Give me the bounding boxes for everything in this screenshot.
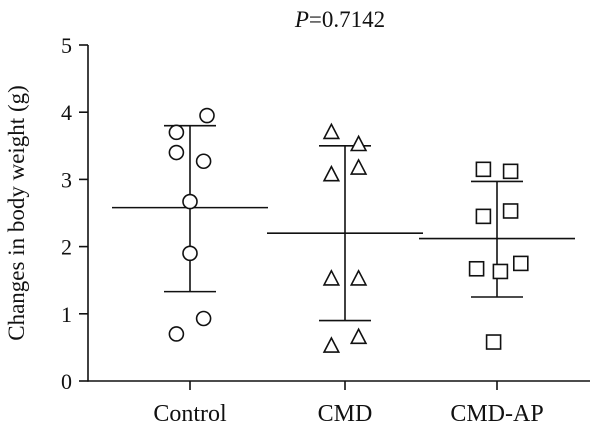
- data-point-circle: [182, 193, 198, 210]
- data-point-circle: [182, 245, 198, 262]
- chart-title: P=0.7142: [294, 7, 385, 32]
- y-axis-title: Changes in body weight (g): [4, 85, 29, 341]
- x-category-label: CMD: [318, 401, 373, 427]
- data-point-square: [512, 255, 529, 272]
- data-point-circle: [168, 144, 185, 161]
- data-point-circle: [199, 107, 215, 124]
- data-point-triangle: [322, 122, 341, 140]
- y-tick-label: 4: [61, 100, 72, 125]
- data-point-square: [475, 161, 492, 178]
- group-cmd: [267, 122, 423, 353]
- data-point-triangle: [349, 158, 368, 175]
- data-point-circle: [168, 326, 185, 342]
- data-point-triangle: [349, 134, 368, 152]
- group-cmd-ap: [419, 161, 575, 350]
- data-point-triangle: [322, 336, 341, 353]
- data-point-square: [468, 260, 485, 277]
- title-rest: =0.7142: [309, 7, 385, 32]
- x-category-label: Control: [153, 401, 227, 427]
- data-point-circle: [168, 124, 185, 141]
- data-point-square: [502, 163, 519, 180]
- data-point-square: [502, 203, 519, 219]
- data-point-triangle: [322, 269, 341, 286]
- data-point-square: [475, 208, 492, 225]
- data-point-circle: [195, 153, 212, 170]
- x-category-label: CMD-AP: [450, 401, 543, 427]
- y-tick-label: 3: [61, 167, 72, 192]
- title-italic: P: [294, 7, 309, 32]
- data-point-square: [485, 334, 502, 350]
- chart-marks: [112, 107, 575, 353]
- y-tick-label: 5: [61, 33, 72, 58]
- data-point-triangle: [322, 164, 341, 182]
- data-point-circle: [195, 310, 212, 327]
- data-point-square: [492, 263, 509, 280]
- group-control: [112, 107, 268, 342]
- data-point-triangle: [349, 327, 368, 345]
- y-tick-label: 1: [61, 302, 72, 327]
- axes: 0 1 2 3 4 5 Control CMD CMD-AP: [61, 33, 590, 427]
- y-tick-label: 2: [61, 235, 72, 260]
- data-point-triangle: [349, 269, 368, 286]
- y-tick-label: 0: [61, 369, 72, 394]
